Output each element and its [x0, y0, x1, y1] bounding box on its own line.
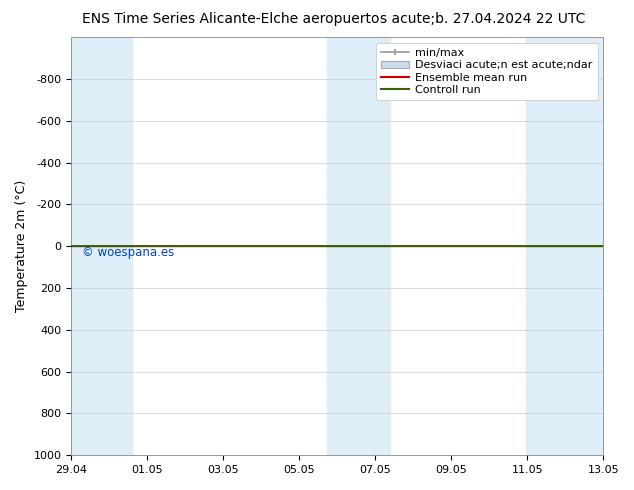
Bar: [327, 37, 391, 455]
Legend: min/max, Desviaci acute;n est acute;ndar, Ensemble mean run, Controll run: min/max, Desviaci acute;n est acute;ndar…: [376, 43, 598, 100]
Text: ENS Time Series Alicante-Elche aeropuerto: ENS Time Series Alicante-Elche aeropuert…: [82, 12, 380, 26]
Text: s acute;b. 27.04.2024 22 UTC: s acute;b. 27.04.2024 22 UTC: [380, 12, 586, 26]
Y-axis label: Temperature 2m (°C): Temperature 2m (°C): [15, 180, 28, 312]
Bar: [526, 37, 603, 455]
Text: © woespana.es: © woespana.es: [82, 246, 174, 259]
Bar: [71, 37, 133, 455]
